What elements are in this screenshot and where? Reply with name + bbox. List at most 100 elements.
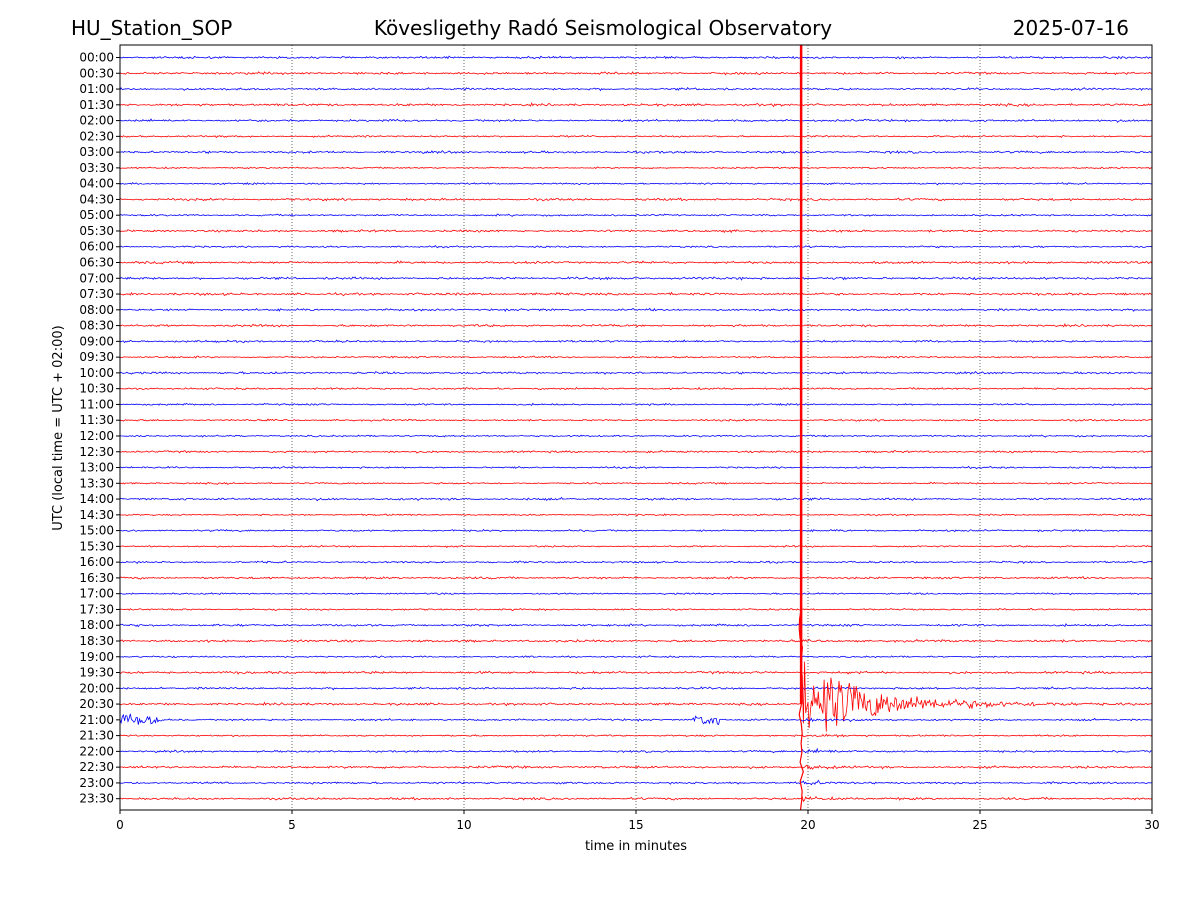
y-tick-label: 05:00 bbox=[79, 208, 114, 222]
y-tick-label: 15:30 bbox=[79, 539, 114, 553]
y-tick-label: 21:00 bbox=[79, 713, 114, 727]
trace-20:30 bbox=[119, 661, 1153, 732]
y-tick-label: 02:00 bbox=[79, 114, 114, 128]
y-tick-label: 23:30 bbox=[79, 792, 114, 806]
trace-03:00 bbox=[119, 150, 1153, 155]
y-tick-label: 20:30 bbox=[79, 697, 114, 711]
y-tick-label: 06:00 bbox=[79, 240, 114, 254]
y-tick-label: 10:00 bbox=[79, 366, 114, 380]
y-tick-label: 08:30 bbox=[79, 319, 114, 333]
y-tick-label: 07:00 bbox=[79, 271, 114, 285]
trace-19:30 bbox=[119, 670, 1153, 675]
trace-21:00 bbox=[119, 713, 1153, 726]
trace-23:00 bbox=[119, 779, 1153, 786]
trace-12:30 bbox=[119, 450, 1153, 454]
trace-02:30 bbox=[119, 134, 1153, 139]
y-tick-label: 17:30 bbox=[79, 602, 114, 616]
y-tick-label: 04:30 bbox=[79, 192, 114, 206]
trace-18:30 bbox=[119, 638, 1153, 644]
trace-01:30 bbox=[119, 102, 1153, 108]
y-tick-label: 18:30 bbox=[79, 634, 114, 648]
trace-06:30 bbox=[119, 260, 1153, 265]
trace-16:00 bbox=[119, 560, 1153, 565]
trace-16:30 bbox=[119, 576, 1153, 580]
trace-09:30 bbox=[119, 355, 1153, 359]
y-tick-label: 00:00 bbox=[79, 51, 114, 65]
trace-12:00 bbox=[119, 434, 1152, 438]
trace-02:00 bbox=[119, 118, 1152, 123]
trace-08:00 bbox=[119, 307, 1153, 313]
trace-04:00 bbox=[119, 181, 1153, 186]
trace-09:00 bbox=[119, 339, 1153, 344]
y-tick-label: 02:30 bbox=[79, 129, 114, 143]
y-tick-label: 10:30 bbox=[79, 382, 114, 396]
trace-11:00 bbox=[119, 402, 1153, 407]
y-tick-label: 21:30 bbox=[79, 729, 114, 743]
trace-22:30 bbox=[119, 764, 1153, 770]
y-tick-label: 12:30 bbox=[79, 445, 114, 459]
trace-11:30 bbox=[119, 418, 1153, 422]
y-tick-label: 17:00 bbox=[79, 587, 114, 601]
trace-08:30 bbox=[119, 323, 1153, 328]
trace-14:00 bbox=[119, 496, 1153, 502]
trace-14:30 bbox=[119, 513, 1153, 517]
y-tick-label: 03:30 bbox=[79, 161, 114, 175]
trace-05:30 bbox=[119, 229, 1153, 234]
y-tick-label: 22:00 bbox=[79, 744, 114, 758]
y-tick-label: 19:00 bbox=[79, 650, 114, 664]
trace-15:00 bbox=[119, 528, 1153, 533]
x-tick-label: 30 bbox=[1144, 818, 1159, 832]
trace-18:00 bbox=[120, 623, 1153, 628]
trace-00:00 bbox=[119, 55, 1153, 60]
y-tick-label: 08:00 bbox=[79, 303, 114, 317]
y-tick-label: 01:00 bbox=[79, 82, 114, 96]
y-tick-label: 06:30 bbox=[79, 256, 114, 270]
trace-17:00 bbox=[119, 592, 1153, 596]
event-coda bbox=[798, 45, 804, 811]
y-tick-label: 20:00 bbox=[79, 681, 114, 695]
trace-23:30 bbox=[119, 795, 1153, 802]
y-tick-label: 16:00 bbox=[79, 555, 114, 569]
trace-15:30 bbox=[119, 544, 1153, 549]
trace-17:30 bbox=[119, 607, 1153, 611]
y-tick-label: 04:00 bbox=[79, 177, 114, 191]
trace-07:00 bbox=[119, 276, 1153, 281]
chart-date: 2025-07-16 bbox=[1013, 16, 1129, 40]
trace-19:00 bbox=[119, 655, 1153, 659]
x-tick-labels: 0 5 10 15 20 25 30 bbox=[116, 810, 1160, 832]
y-tick-label: 16:30 bbox=[79, 571, 114, 585]
y-axis-label: UTC (local time = UTC + 02:00) bbox=[51, 325, 66, 530]
x-tick-label: 10 bbox=[456, 818, 471, 832]
y-tick-label: 07:30 bbox=[79, 287, 114, 301]
x-tick-label: 25 bbox=[972, 818, 987, 832]
y-tick-label: 14:30 bbox=[79, 508, 114, 522]
y-tick-label: 23:00 bbox=[79, 776, 114, 790]
y-tick-label: 12:00 bbox=[79, 429, 114, 443]
station-name: HU_Station_SOP bbox=[71, 16, 232, 40]
y-tick-label: 11:30 bbox=[79, 413, 114, 427]
x-tick-label: 20 bbox=[800, 818, 815, 832]
trace-05:00 bbox=[119, 213, 1153, 217]
trace-03:30 bbox=[119, 166, 1152, 170]
x-tick-label: 5 bbox=[288, 818, 296, 832]
y-tick-label: 05:30 bbox=[79, 224, 114, 238]
y-tick-label: 09:30 bbox=[79, 350, 114, 364]
y-tick-label: 14:00 bbox=[79, 492, 114, 506]
y-tick-label: 18:00 bbox=[79, 618, 114, 632]
y-tick-label: 11:00 bbox=[79, 397, 114, 411]
gridlines bbox=[291, 45, 981, 810]
y-tick-label: 00:30 bbox=[79, 66, 114, 80]
y-tick-label: 15:00 bbox=[79, 524, 114, 538]
trace-10:00 bbox=[119, 371, 1153, 375]
trace-10:30 bbox=[119, 386, 1153, 391]
chart-title: Kövesligethy Radó Seismological Observat… bbox=[374, 16, 832, 40]
y-tick-label: 13:00 bbox=[79, 461, 114, 475]
trace-group bbox=[119, 55, 1153, 802]
trace-22:00 bbox=[119, 747, 1153, 754]
y-tick-label: 13:30 bbox=[79, 476, 114, 490]
trace-21:30 bbox=[119, 733, 1153, 738]
trace-04:30 bbox=[119, 197, 1153, 202]
y-tick-label: 19:30 bbox=[79, 666, 114, 680]
